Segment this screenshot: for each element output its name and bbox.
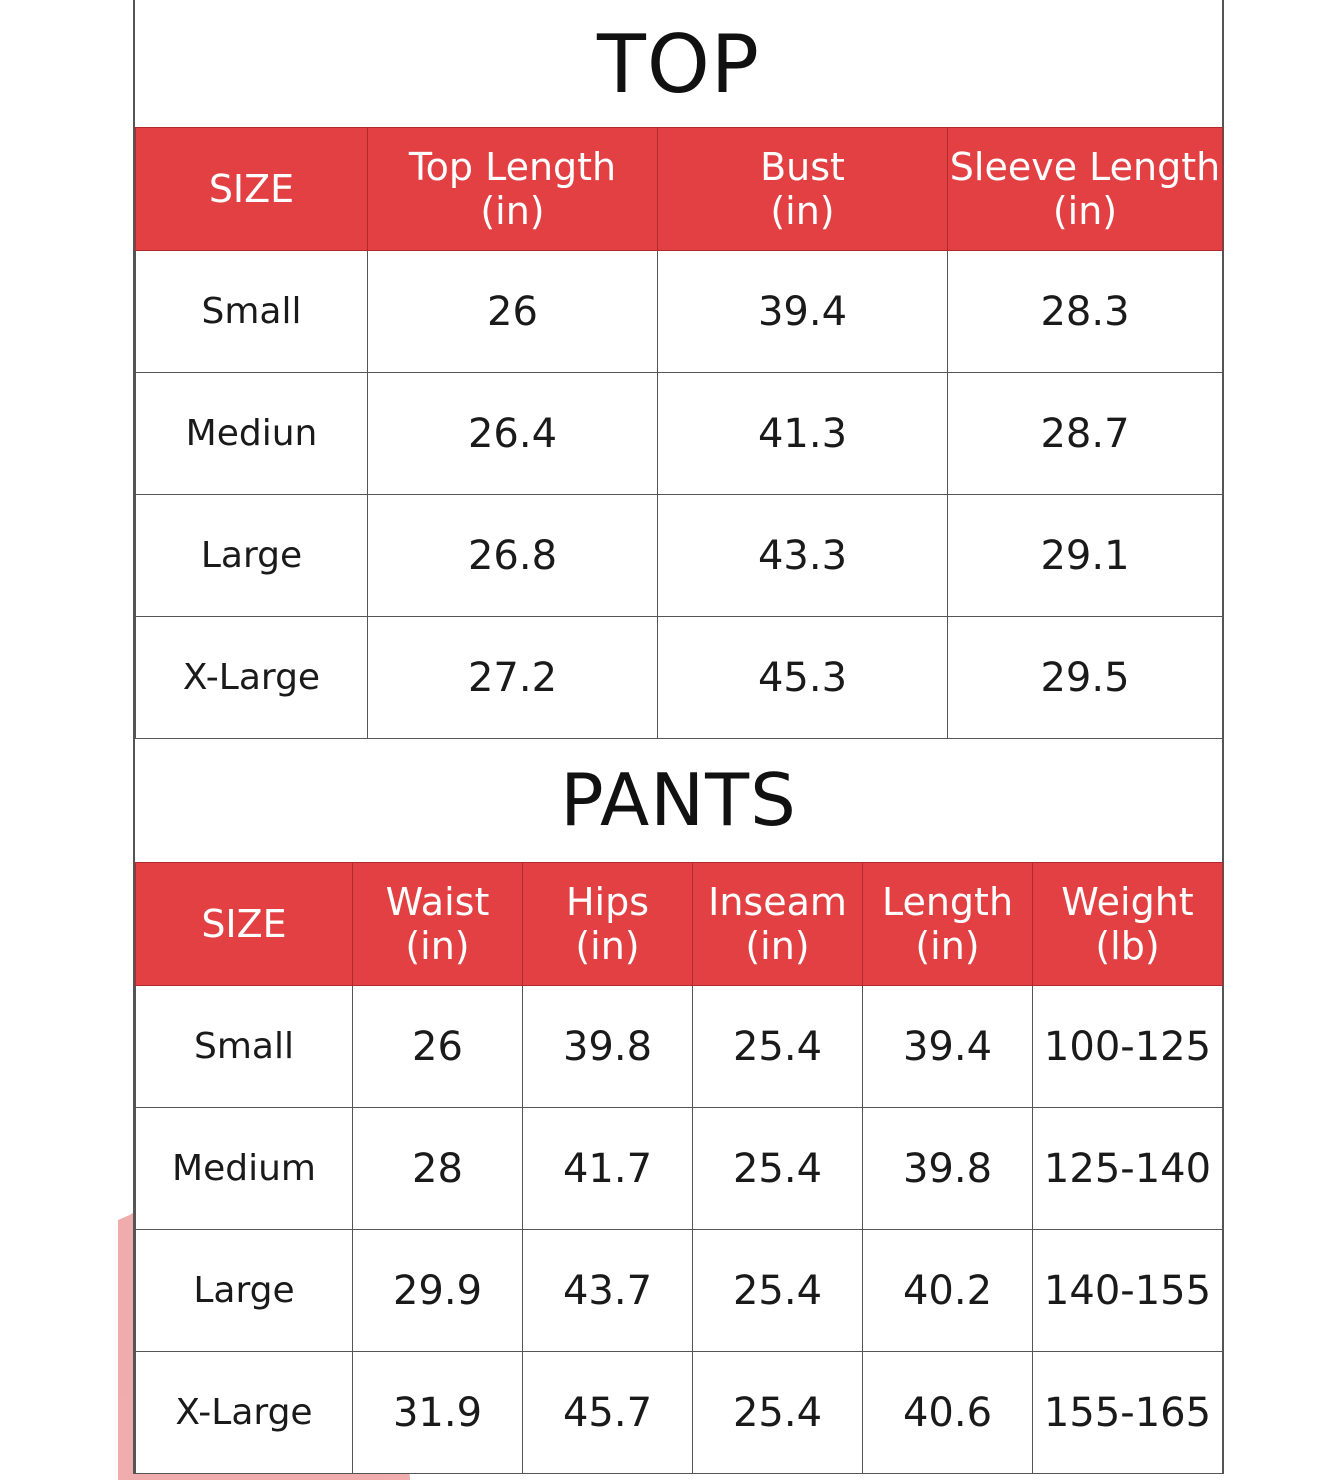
table-row: Medium 28 41.7 25.4 39.8 125-140 [135,1107,1223,1230]
pants-section-title: PANTS [560,758,797,842]
table-row: X-Large 31.9 45.7 25.4 40.6 155-165 [135,1351,1223,1474]
column-header: Bust (in) [657,127,948,251]
table-cell: 27.2 [367,616,658,739]
table-cell: 43.7 [522,1229,693,1352]
table-cell: 26.8 [367,494,658,617]
table-row: Large 29.9 43.7 25.4 40.2 140-155 [135,1229,1223,1352]
table-cell: 29.5 [947,616,1223,739]
size-cell: Small [135,250,368,373]
top-section-title: TOP [596,18,761,111]
table-cell: 29.1 [947,494,1223,617]
table-cell: 155-165 [1032,1351,1223,1474]
size-cell: X-Large [135,1351,353,1474]
table-cell: 41.3 [657,372,948,495]
table-cell: 28.3 [947,250,1223,373]
table-cell: 25.4 [692,985,863,1108]
pants-size-table: SIZE Waist (in) Hips (in) Inseam (in) Lengt… [135,862,1223,1474]
size-cell: Large [135,494,368,617]
table-cell: 39.4 [862,985,1033,1108]
column-header: Length (in) [862,862,1033,986]
size-chart: TOP SIZE Top Length (in) Bust (in) Sleeve … [133,0,1224,1474]
table-cell: 40.6 [862,1351,1033,1474]
column-header: Weight (lb) [1032,862,1223,986]
table-cell: 100-125 [1032,985,1223,1108]
table-cell: 26 [367,250,658,373]
size-cell: Mediun [135,372,368,495]
size-cell: X-Large [135,616,368,739]
table-row: Small 26 39.8 25.4 39.4 100-125 [135,985,1223,1108]
column-header: SIZE [135,862,353,986]
table-cell: 31.9 [352,1351,523,1474]
table-cell: 29.9 [352,1229,523,1352]
table-cell: 40.2 [862,1229,1033,1352]
table-cell: 39.4 [657,250,948,373]
table-cell: 25.4 [692,1229,863,1352]
table-cell: 26 [352,985,523,1108]
table-cell: 39.8 [522,985,693,1108]
table-cell: 45.7 [522,1351,693,1474]
table-row: Large 26.8 43.3 29.1 [135,494,1223,617]
table-cell: 39.8 [862,1107,1033,1230]
table-header-row: SIZE Waist (in) Hips (in) Inseam (in) Lengt… [135,862,1223,986]
table-cell: 125-140 [1032,1107,1223,1230]
table-cell: 28.7 [947,372,1223,495]
size-cell: Large [135,1229,353,1352]
column-header: Sleeve Length (in) [947,127,1223,251]
size-cell: Small [135,985,353,1108]
table-cell: 45.3 [657,616,948,739]
column-header: Waist (in) [352,862,523,986]
table-cell: 28 [352,1107,523,1230]
column-header: Hips (in) [522,862,693,986]
table-cell: 25.4 [692,1107,863,1230]
table-row: X-Large 27.2 45.3 29.5 [135,616,1223,739]
table-cell: 43.3 [657,494,948,617]
table-header-row: SIZE Top Length (in) Bust (in) Sleeve Leng… [135,127,1223,251]
column-header: Inseam (in) [692,862,863,986]
column-header: Top Length (in) [367,127,658,251]
table-cell: 26.4 [367,372,658,495]
table-cell: 25.4 [692,1351,863,1474]
top-size-table: SIZE Top Length (in) Bust (in) Sleeve Leng… [135,127,1223,739]
column-header: SIZE [135,127,368,251]
table-cell: 41.7 [522,1107,693,1230]
table-cell: 140-155 [1032,1229,1223,1352]
table-row: Mediun 26.4 41.3 28.7 [135,372,1223,495]
table-row: Small 26 39.4 28.3 [135,250,1223,373]
size-cell: Medium [135,1107,353,1230]
